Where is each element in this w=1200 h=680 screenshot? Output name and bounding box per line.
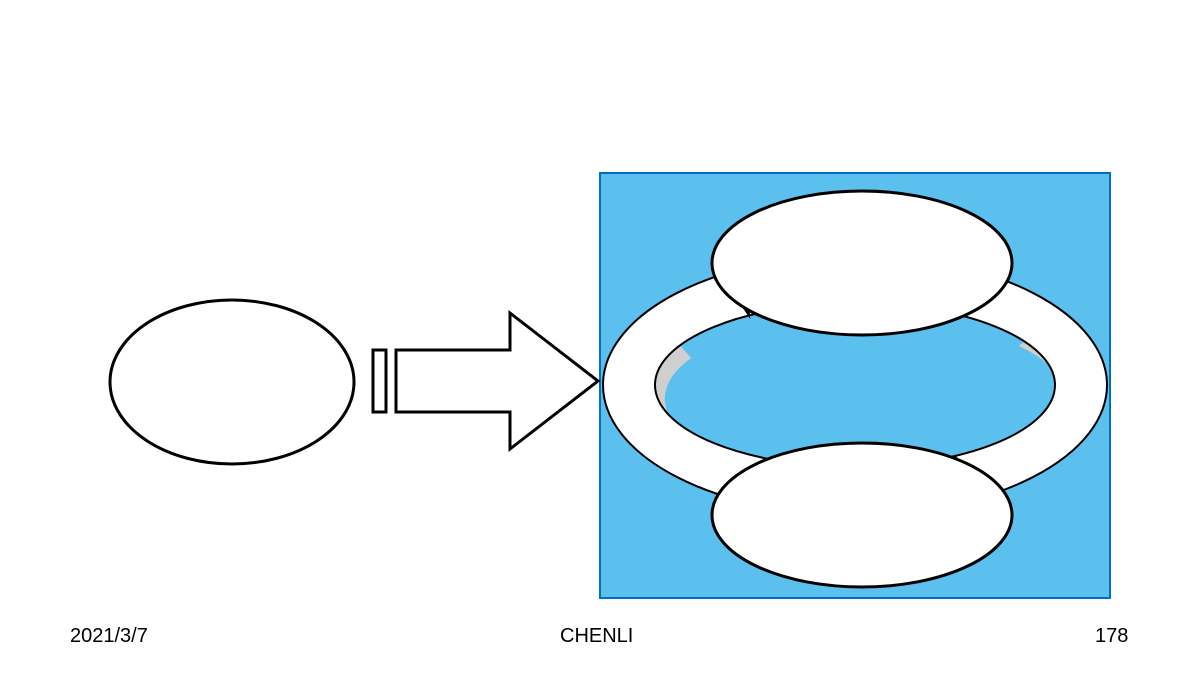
footer-date: 2021/3/7 — [70, 625, 148, 648]
footer-page: 178 — [1095, 625, 1128, 648]
footer-author: CHENLI — [560, 625, 633, 648]
big-arrow-tail — [373, 350, 386, 412]
top-ellipse — [712, 191, 1012, 335]
big-arrow — [396, 313, 598, 449]
bottom-ellipse — [712, 443, 1012, 587]
diagram-canvas — [0, 0, 1200, 680]
left-ellipse — [110, 300, 354, 464]
